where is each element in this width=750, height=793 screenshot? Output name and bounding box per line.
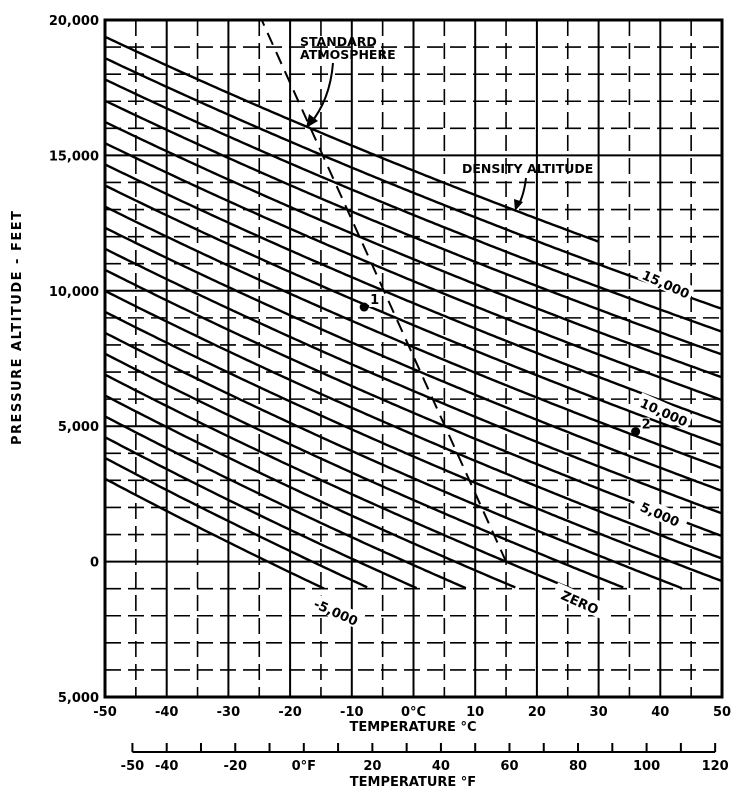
standard-atmosphere-arrowhead [306, 114, 318, 128]
annotations: STANDARD ATMOSPHERE DENSITY ALTITUDE [300, 34, 593, 211]
density-altitude-line [104, 310, 723, 583]
fahrenheit-tick-label: -50 [121, 759, 145, 774]
fahrenheit-tick-label: 120 [702, 759, 729, 774]
x-tick-label: -50 [93, 705, 117, 720]
f-axis-title: TEMPERATURE °F [350, 775, 476, 790]
density-altitude-line [104, 456, 368, 589]
density-altitude-line [104, 373, 572, 590]
fahrenheit-tick-label: 80 [569, 759, 587, 774]
x-tick-label: 40 [651, 705, 669, 720]
plot-frame [103, 18, 724, 699]
x-tick-label: -20 [278, 705, 302, 720]
data-point-marker [631, 427, 641, 437]
fahrenheit-tick-label: 0°F [292, 759, 316, 774]
density-altitude-line [104, 57, 723, 310]
y-axis-title: PRESSURE ALTITUDE - FEET [10, 210, 25, 445]
density-altitude-line [104, 247, 723, 515]
density-altitude-label: DENSITY ALTITUDE [462, 161, 593, 176]
density-altitude-line [104, 205, 723, 470]
fahrenheit-tick-label: 60 [500, 759, 518, 774]
standard-atmosphere-label-1: STANDARD [300, 34, 377, 49]
standard-atmosphere-label-2: ATMOSPHERE [300, 47, 396, 62]
density-altitude-line [104, 99, 723, 356]
x-tick-label: 50 [713, 705, 731, 720]
data-points: 12 [359, 293, 651, 437]
data-point-label-background [640, 417, 650, 432]
fahrenheit-tick-label: -20 [224, 759, 248, 774]
fahrenheit-tick-label: -40 [155, 759, 179, 774]
density-altitude-line [104, 163, 723, 424]
y-tick-label: 15,000 [49, 149, 99, 164]
line-label-background [307, 592, 366, 630]
density-altitude-line [104, 331, 683, 590]
density-altitude-line [104, 415, 467, 590]
density-altitude-line [104, 289, 723, 560]
fahrenheit-tick-label: 40 [432, 759, 450, 774]
standard-atmosphere-dashed-line [260, 19, 507, 563]
line-label: 15,000 [639, 268, 691, 302]
data-point-label-background [369, 293, 379, 308]
line-label-background [631, 494, 690, 532]
x-tick-label: 20 [528, 705, 546, 720]
data-point-label: 2 [642, 418, 651, 433]
x-axis-title: TEMPERATURE °C [349, 720, 476, 735]
density-altitude-arrowhead [514, 199, 523, 211]
axes: PRESSURE ALTITUDE - FEET TEMPERATURE °C … [10, 14, 731, 790]
data-point-marker [359, 302, 369, 312]
density-altitude-line [104, 436, 418, 590]
density-altitude-lines [104, 35, 723, 590]
density-altitude-line [104, 142, 723, 402]
x-tick-label: 10 [466, 705, 484, 720]
standard-atmosphere-line [260, 19, 507, 563]
density-altitude-line [104, 226, 723, 492]
density-altitude-line [104, 120, 723, 379]
y-tick-label: 10,000 [49, 285, 99, 300]
density-altitude-line [104, 184, 723, 447]
line-label-background [635, 392, 694, 430]
x-tick-label: -30 [217, 705, 241, 720]
line-label-background [637, 264, 696, 302]
density-altitude-line [104, 477, 325, 590]
x-tick-label: -10 [340, 705, 364, 720]
grid [105, 20, 722, 697]
data-point-label: 1 [370, 293, 379, 308]
line-label-background [551, 582, 610, 620]
y-tick-label: 20,000 [49, 14, 99, 29]
density-altitude-line [104, 268, 723, 538]
density-altitude-line [104, 78, 723, 333]
y-tick-label: 5,000 [58, 691, 99, 706]
density-altitude-line [104, 352, 624, 589]
density-altitude-line [104, 394, 516, 589]
x-tick-label: 0°C [401, 705, 426, 720]
x-tick-label: -40 [155, 705, 179, 720]
x-tick-label: 30 [590, 705, 608, 720]
y-tick-label: 0 [90, 556, 99, 571]
fahrenheit-tick-label: 100 [633, 759, 660, 774]
density-altitude-line [104, 35, 600, 243]
fahrenheit-tick-label: 20 [363, 759, 381, 774]
y-tick-label: 5,000 [58, 420, 99, 435]
